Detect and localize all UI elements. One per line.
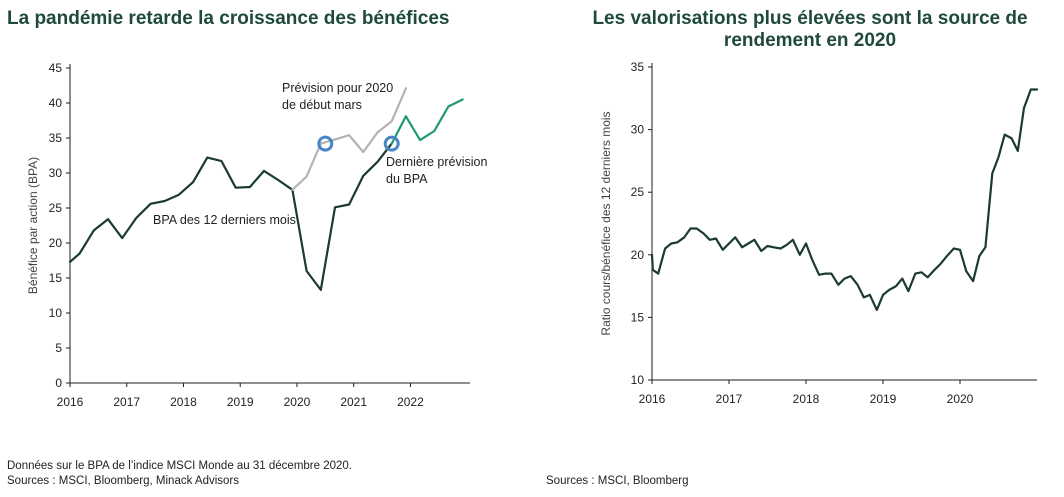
- left-forecast-marker: [317, 135, 334, 152]
- right-y-tick-label: 30: [631, 123, 645, 137]
- right-y-tick-label: 25: [631, 185, 645, 199]
- right-y-tick-label: 20: [631, 248, 645, 262]
- left-annotation-latest-line1: Dernière prévision: [386, 155, 487, 169]
- left-x-tick-label: 2022: [397, 395, 424, 409]
- left-y-tick-label: 45: [49, 61, 63, 75]
- left-series-line-2: [291, 87, 407, 191]
- left-y-tick-label: 30: [49, 166, 63, 180]
- left-annotation-trailing: BPA des 12 derniers mois: [153, 213, 296, 227]
- left-x-tick-label: 2018: [170, 395, 197, 409]
- left-footnote-sources: Sources : MSCI, Bloomberg, Minack Adviso…: [7, 475, 239, 487]
- left-y-tick-label: 20: [49, 236, 63, 250]
- left-annotation-forecast-line1: Prévision pour 2020: [282, 81, 393, 95]
- right-series-line-1: [650, 88, 1039, 311]
- left-y-tick-label: 40: [49, 96, 63, 110]
- left-x-tick-label: 2021: [340, 395, 367, 409]
- left-y-axis-label: Bénéfice par action (BPA): [26, 157, 40, 294]
- left-y-tick-label: 25: [49, 201, 63, 215]
- right-chart: 10 15 20 25 30 35 2016 2017 2018 2019 2020 Ratio co…: [599, 60, 1039, 406]
- left-footnote-data: Données sur le BPA de l’indice MSCI Mond…: [7, 460, 352, 472]
- left-chart: 0 5 10 15 20 25 30 35 40 45 2016 2017 2018 2019 2020 20…: [26, 61, 487, 409]
- right-x-tick-label: 2020: [947, 392, 974, 406]
- right-footnote-sources: Sources : MSCI, Bloomberg: [546, 475, 689, 487]
- left-x-tick-label: 2020: [284, 395, 311, 409]
- left-x-tick-label: 2019: [227, 395, 254, 409]
- right-x-tick-label: 2017: [716, 392, 743, 406]
- left-y-tick-label: 10: [49, 306, 63, 320]
- left-series-line-1: [68, 142, 393, 291]
- right-y-tick-label: 35: [631, 60, 645, 74]
- left-y-tick-label: 15: [49, 271, 63, 285]
- right-y-tick-label: 15: [631, 310, 645, 324]
- left-x-tick-label: 2017: [113, 395, 140, 409]
- left-x-tick-label: 2016: [57, 395, 84, 409]
- left-forecast-marker: [383, 135, 400, 152]
- left-y-tick-label: 5: [55, 341, 62, 355]
- left-annotation-latest-line2: du BPA: [386, 172, 428, 186]
- right-x-tick-label: 2018: [793, 392, 820, 406]
- left-y-tick-label: 35: [49, 131, 63, 145]
- right-x-tick-label: 2016: [639, 392, 666, 406]
- right-y-tick-label: 10: [631, 373, 645, 387]
- left-annotation-forecast-line2: de début mars: [282, 98, 362, 112]
- left-y-tick-label: 0: [55, 376, 62, 390]
- right-x-tick-label: 2019: [870, 392, 897, 406]
- right-y-axis-label: Ratio cours/bénéfice des 12 derniers moi…: [599, 111, 613, 335]
- right-chart-title: Les valorisations plus élevées sont la s…: [592, 8, 1028, 51]
- left-series-line-3: [390, 98, 464, 145]
- left-chart-title: La pandémie retarde la croissance des bé…: [7, 8, 450, 29]
